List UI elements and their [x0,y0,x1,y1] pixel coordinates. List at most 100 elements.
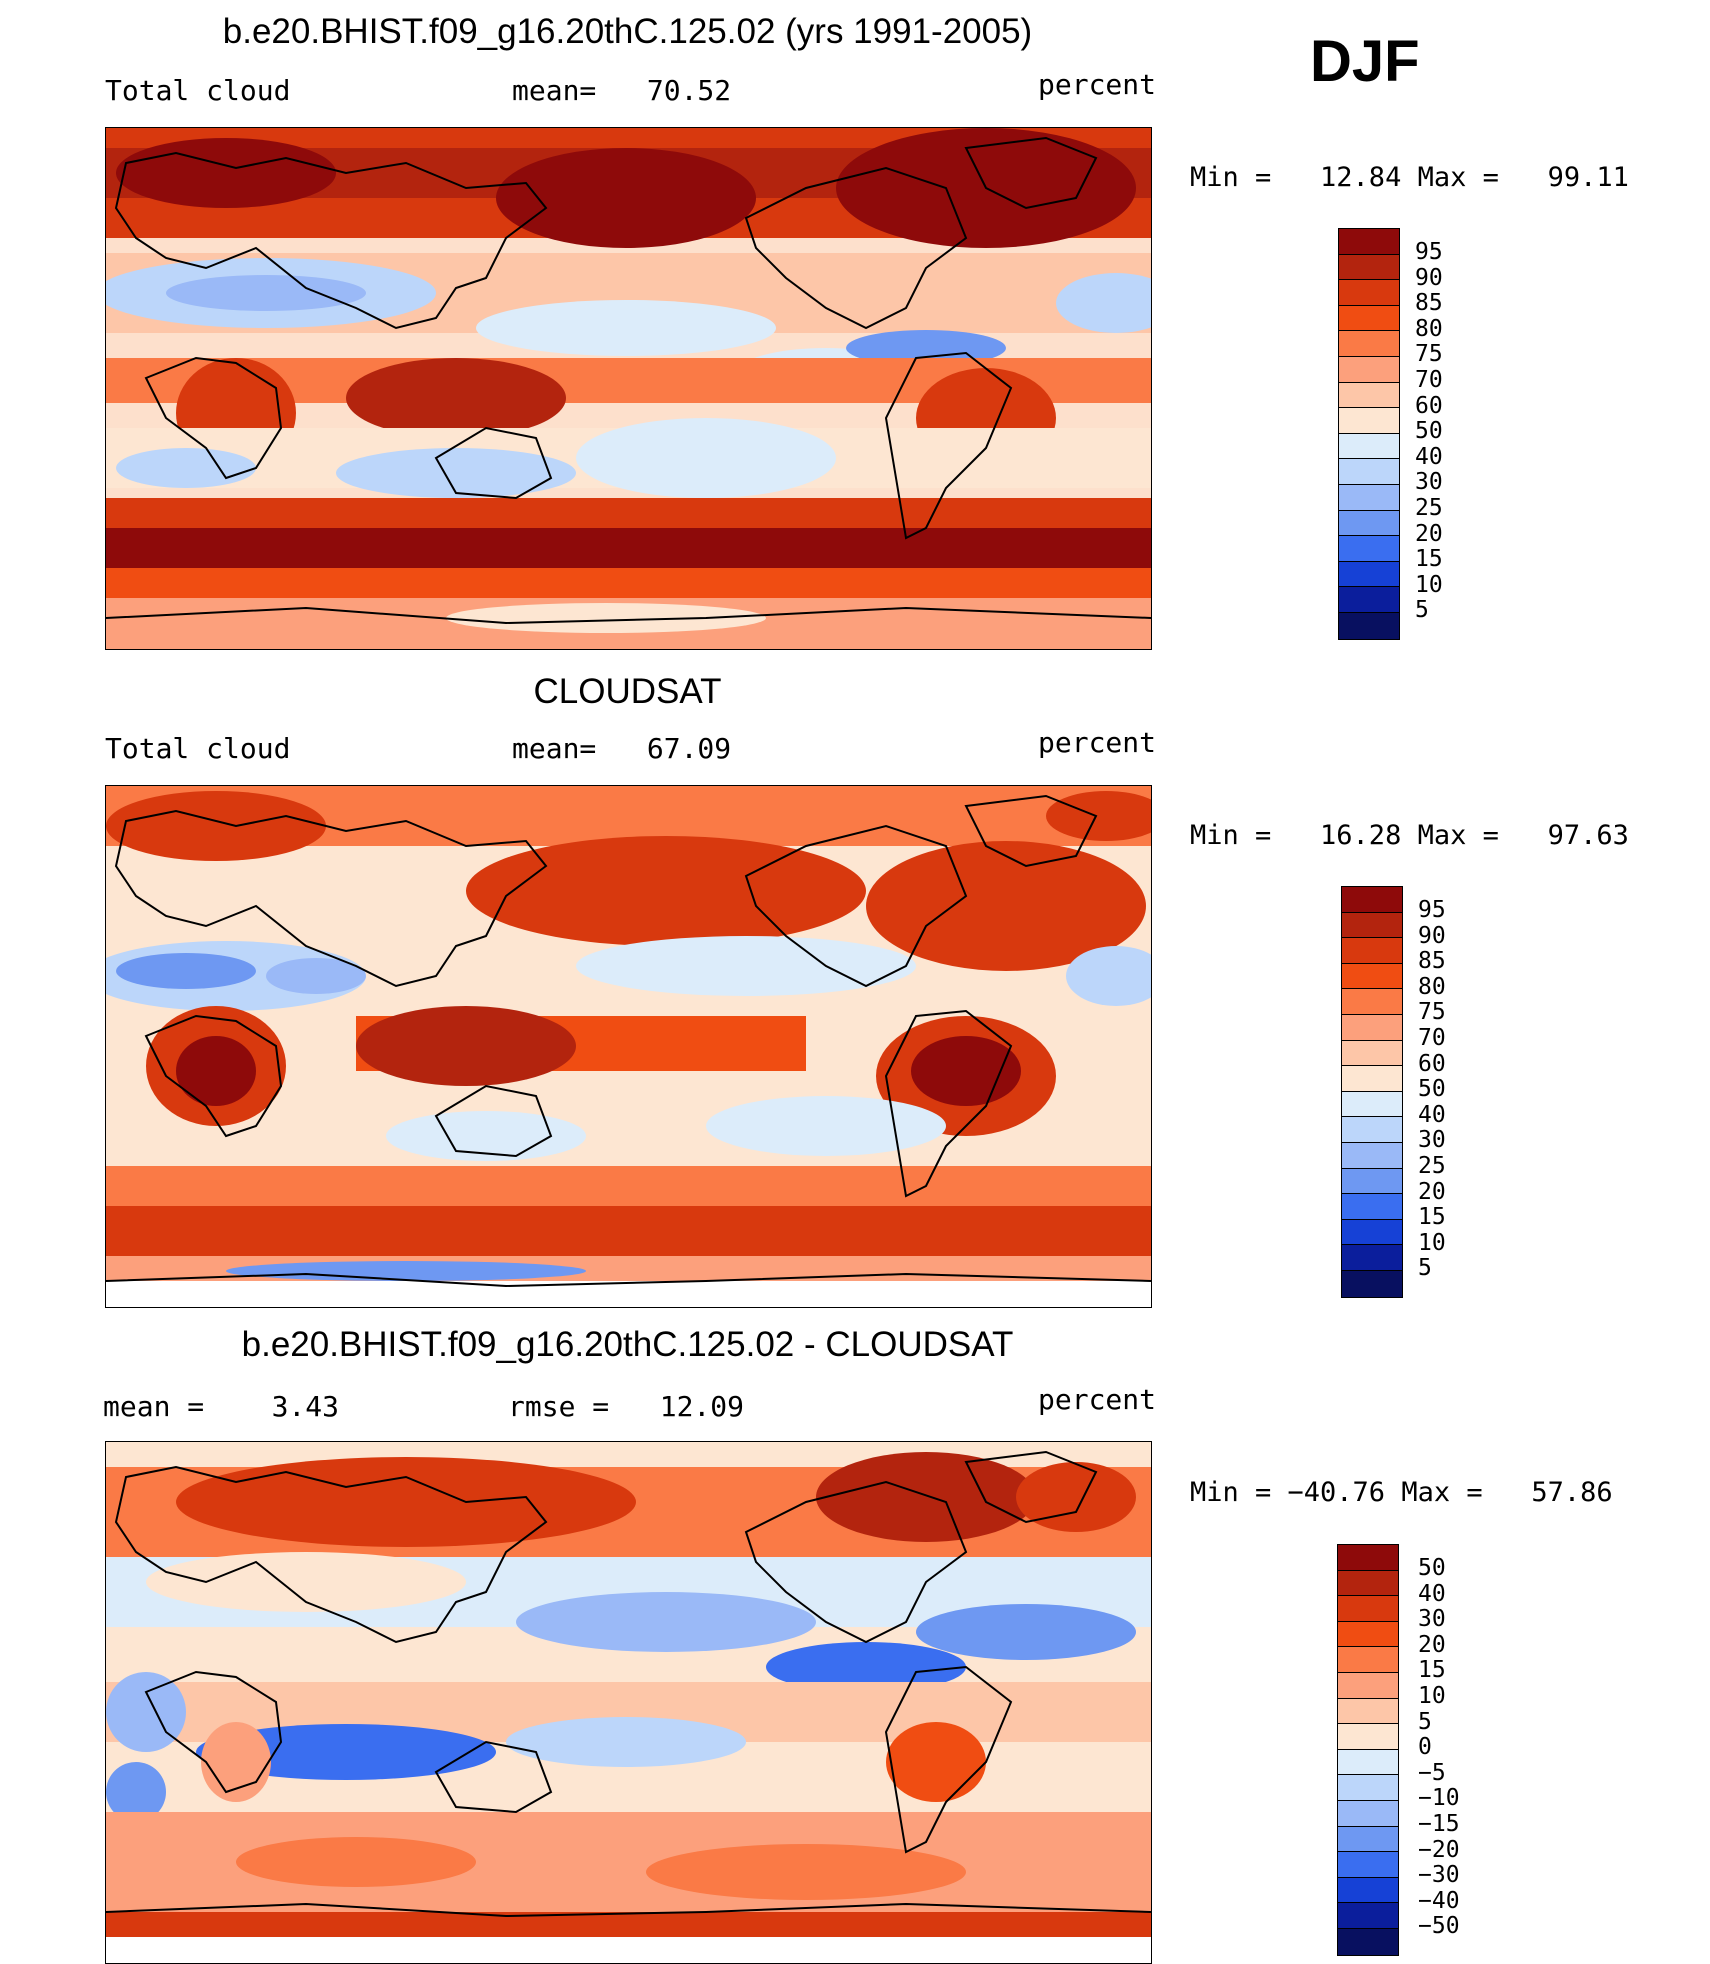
colorbar-segment [1338,1647,1398,1673]
colorbar-segment [1342,912,1402,939]
colorbar-segment [1342,1219,1402,1246]
colorbar-segment [1338,1852,1398,1878]
panel3-units-label: percent [1038,1383,1157,1416]
colorbar-segment [1339,587,1399,613]
panel1-units-label: percent [1038,68,1157,101]
colorbar-segment [1339,510,1399,537]
colorbar-segment [1339,305,1399,332]
colorbar-segment [1338,1570,1398,1597]
colorbar-tick-label: 10 [1415,571,1443,598]
colorbar-tick-label: −30 [1418,1862,1460,1889]
colorbar-tick-label: 15 [1418,1657,1446,1684]
colorbar-tick-label: 5 [1415,597,1429,624]
colorbar-segment [1339,536,1399,562]
colorbar-tick-label: −40 [1418,1887,1460,1914]
panel3-colorbar [1337,1544,1399,1956]
panel3-rmse-label: rmse = 12.09 [508,1390,745,1423]
colorbar-tick-label: 10 [1418,1229,1446,1256]
colorbar-segment [1342,1142,1402,1169]
colorbar-tick-label: 90 [1415,264,1443,291]
panel2-colorbar [1341,886,1403,1298]
colorbar-tick-label: 50 [1418,1555,1446,1581]
colorbar-tick-label: 70 [1418,1024,1446,1051]
panel2-mean-label: mean= 67.09 [512,732,732,765]
colorbar-segment [1342,1066,1402,1092]
panel1-colorbar-ticks: 95 90 85 80 75 70 60 50 40 30 25 20 15 10 5 [1415,239,1443,624]
colorbar-tick-label: 10 [1418,1682,1446,1709]
colorbar-segment [1338,1928,1398,1955]
colorbar-segment [1342,1040,1402,1067]
colorbar-segment [1338,1775,1398,1801]
colorbar-segment [1338,1545,1398,1571]
colorbar-tick-label: 25 [1415,494,1443,521]
colorbar-tick-label: −15 [1418,1810,1460,1837]
panel2-title: CLOUDSAT [533,672,722,711]
colorbar-segment [1338,1698,1398,1725]
colorbar-segment [1342,963,1402,990]
colorbar-segment [1338,1596,1398,1622]
colorbar-tick-label: 5 [1418,1708,1432,1735]
colorbar-tick-label: 90 [1418,922,1446,949]
colorbar-segment [1342,1168,1402,1195]
panel2-left-label: Total cloud [105,732,291,765]
colorbar-segment [1342,989,1402,1015]
panel3-colorbar-ticks: 50 40 30 20 15 10 5 0 −5 −10 −15 −20 −30 −40 −50 [1418,1555,1460,1940]
colorbar-segment [1338,1621,1398,1648]
colorbar-tick-label: 20 [1418,1631,1446,1658]
colorbar-tick-label: 50 [1415,418,1443,445]
colorbar-segment [1339,382,1399,409]
colorbar-tick-label: −10 [1418,1785,1460,1812]
colorbar-tick-label: 75 [1418,999,1446,1026]
colorbar-tick-label: −5 [1418,1759,1446,1786]
colorbar-tick-label: 30 [1415,469,1443,496]
colorbar-segment [1339,612,1399,639]
colorbar-tick-label: 30 [1418,1606,1446,1633]
colorbar-segment [1339,280,1399,306]
colorbar-segment [1339,254,1399,281]
colorbar-segment [1342,1194,1402,1220]
colorbar-segment [1342,938,1402,964]
colorbar-segment [1339,433,1399,460]
colorbar-tick-label: 75 [1415,341,1443,368]
colorbar-segment [1338,1903,1398,1929]
colorbar-tick-label: 70 [1415,366,1443,393]
colorbar-tick-label: 80 [1415,315,1443,342]
colorbar-tick-label: 60 [1415,392,1443,419]
colorbar-segment [1338,1826,1398,1853]
colorbar-segment [1338,1877,1398,1904]
colorbar-segment [1342,1245,1402,1271]
colorbar-segment [1339,561,1399,588]
colorbar-tick-label: −50 [1418,1913,1460,1940]
colorbar-tick-label: 50 [1418,1076,1446,1103]
panel2-minmax: Min = 16.28 Max = 97.63 [1190,820,1629,851]
panel3-mean-label: mean = 3.43 [103,1390,340,1423]
colorbar-segment [1338,1749,1398,1776]
colorbar-segment [1342,1270,1402,1297]
colorbar-tick-label: 40 [1418,1101,1446,1128]
panel3-minmax: Min = −40.76 Max = 57.86 [1190,1477,1613,1508]
colorbar-tick-label: 30 [1418,1127,1446,1154]
colorbar-tick-label: 95 [1415,239,1443,265]
colorbar-segment [1342,1091,1402,1118]
colorbar-tick-label: 85 [1418,948,1446,975]
colorbar-tick-label: 5 [1418,1255,1432,1282]
colorbar-segment [1339,459,1399,485]
colorbar-segment [1338,1800,1398,1827]
colorbar-tick-label: −20 [1418,1836,1460,1863]
colorbar-tick-label: 15 [1415,546,1443,573]
colorbar-tick-label: 20 [1418,1178,1446,1205]
colorbar-tick-label: 0 [1418,1734,1432,1761]
colorbar-tick-label: 95 [1418,897,1446,923]
panel2-colorbar-ticks: 95 90 85 80 75 70 60 50 40 30 25 20 15 10 5 [1418,897,1446,1282]
colorbar-segment [1339,356,1399,383]
panel1-minmax: Min = 12.84 Max = 99.11 [1190,162,1629,193]
panel2-units-label: percent [1038,726,1157,759]
colorbar-segment [1338,1724,1398,1750]
colorbar-tick-label: 40 [1415,443,1443,470]
colorbar-segment [1342,1117,1402,1143]
panel1-colorbar [1338,228,1400,640]
colorbar-tick-label: 85 [1415,290,1443,317]
colorbar-tick-label: 15 [1418,1204,1446,1231]
colorbar-segment [1342,887,1402,913]
season-label: DJF [1310,29,1420,94]
